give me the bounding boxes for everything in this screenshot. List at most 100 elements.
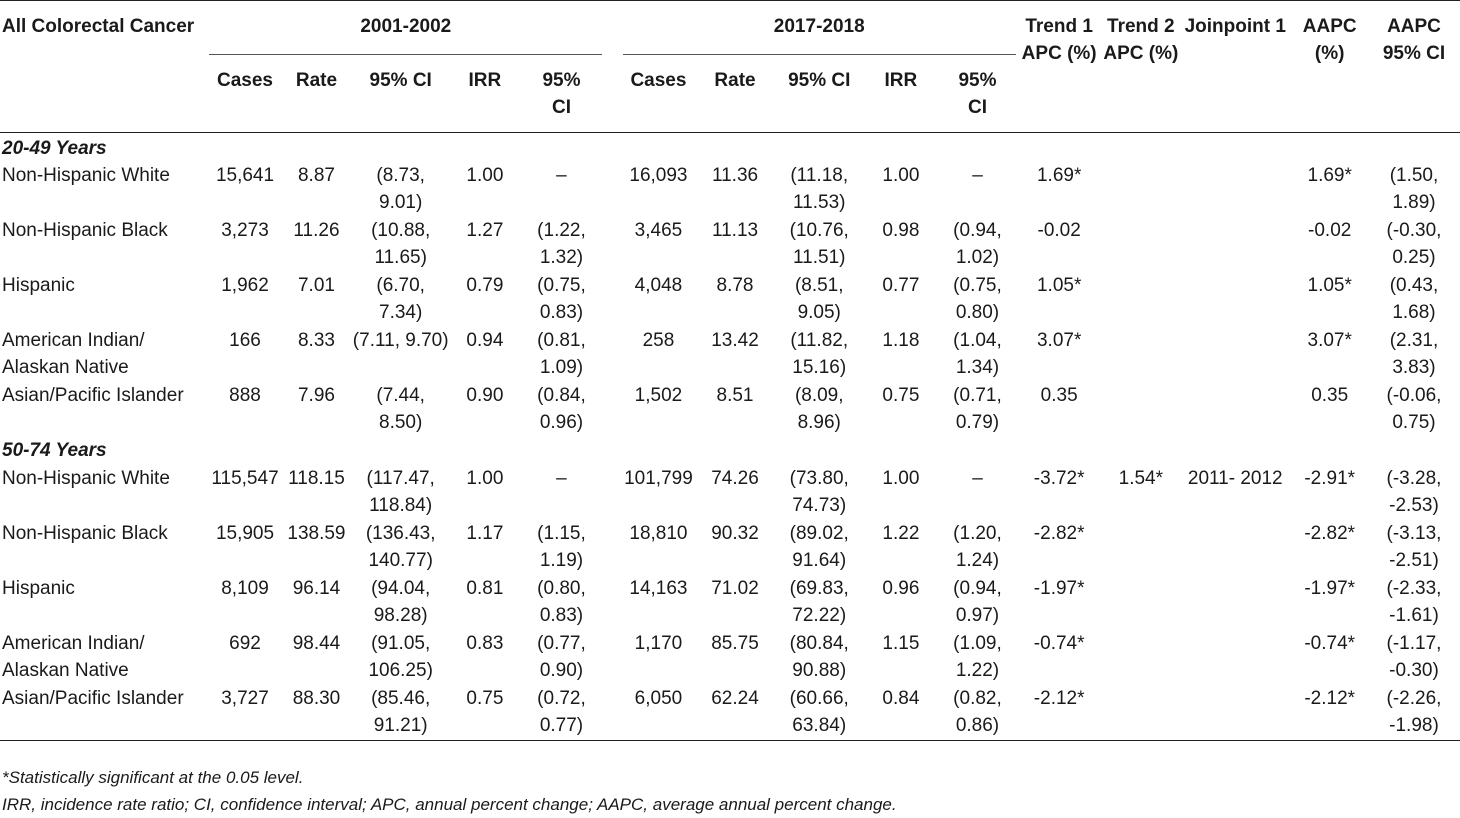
table-row: Non-Hispanic White 15,641 8.87 (8.73, 9.01)… — [0, 162, 1460, 217]
irr-ci-2001-cell: (0.77, 0.90) — [537, 633, 586, 681]
joinpoint-cell — [1179, 382, 1291, 437]
table-row: American Indian/ Alaskan Native 692 98.44 (… — [0, 630, 1460, 685]
trend2-apc-cell — [1103, 272, 1180, 327]
trend2-header: Trend 2 APC (%) — [1102, 0, 1180, 133]
spacer-cell — [602, 327, 622, 382]
p2-ci-header: 95% CI — [775, 54, 863, 133]
irr-2017-cell: 0.84 — [862, 685, 940, 741]
group-label: Hispanic — [2, 578, 75, 599]
irr-ci-2017-cell: (1.09, 1.22) — [953, 633, 1002, 681]
aapc-cell: 1.69* — [1307, 165, 1352, 186]
irr-ci-2017-cell: (0.94, 0.97) — [953, 578, 1002, 626]
rate-2001-cell: 118.15 — [288, 468, 345, 489]
rate-2001-cell: 7.01 — [297, 275, 335, 296]
trend2-apc-cell — [1102, 685, 1180, 741]
ci-2017-cell: (11.18, 11.53) — [790, 165, 849, 213]
irr-ci-2017-cell: (0.75, 0.80) — [953, 275, 1002, 323]
irr-ci-2001-cell: (1.15, 1.19) — [537, 523, 586, 571]
irr-2001-cell: 1.00 — [466, 165, 504, 186]
p1-ci-header: 95% CI — [352, 54, 450, 133]
trend2-apc-cell — [1103, 520, 1180, 575]
table-row: Non-Hispanic Black 3,273 11.26 (10.88, 11.6… — [0, 217, 1460, 272]
joinpoint-cell: 2011- 2012 — [1187, 468, 1283, 489]
irr-2001-cell: 0.81 — [466, 578, 504, 599]
spacer-cell — [602, 162, 622, 217]
irr-ci-2001-cell: – — [556, 165, 567, 186]
colorectal-cancer-table: All Colorectal Cancer 2001-2002 2017-201… — [0, 0, 1460, 741]
irr-2017-cell: 0.96 — [882, 578, 920, 599]
irr-ci-2017-cell: (1.20, 1.24) — [953, 523, 1002, 571]
ci-2001-cell: (6.70, 7.34) — [376, 275, 425, 323]
rate-2001-cell: 138.59 — [287, 523, 346, 544]
aapc-ci-cell: (-0.06, 0.75) — [1386, 385, 1442, 433]
spacer-cell — [602, 685, 623, 741]
ci-2017-cell: (73.80, 74.73) — [789, 468, 849, 516]
aapc-ci-header: AAPC 95% CI — [1367, 0, 1460, 133]
rate-2001-cell: 11.26 — [293, 220, 340, 241]
section-title: 50-74 Years — [2, 440, 107, 461]
rate-2017-cell: 8.78 — [716, 275, 754, 296]
p2-cases-header: Cases — [622, 54, 695, 133]
group-label: Non-Hispanic White — [2, 468, 170, 489]
cases-2017-cell: 3,465 — [634, 220, 683, 241]
trend2-apc-cell — [1103, 630, 1180, 685]
rate-2001-cell: 88.30 — [280, 685, 353, 741]
aapc-cell: -2.82* — [1304, 523, 1356, 544]
aapc-cell: 0.35 — [1311, 385, 1349, 406]
irr-2001-cell: 0.90 — [466, 385, 504, 406]
irr-ci-2001-cell: (0.75, 0.83) — [537, 275, 586, 323]
trend1-apc-cell: -2.82* — [1033, 523, 1085, 544]
significance-note: *Statistically significant at the 0.05 l… — [2, 768, 304, 787]
group-label: Hispanic — [2, 275, 75, 296]
cases-2001-cell: 692 — [229, 633, 261, 654]
irr-2001-cell: 1.17 — [466, 523, 504, 544]
trend2-apc-cell — [1103, 382, 1180, 437]
aapc-ci-cell: (-2.33, -1.61) — [1386, 578, 1442, 626]
cases-2017-cell: 4,048 — [634, 275, 683, 296]
spacer-cell — [602, 465, 622, 520]
group-label: Asian/Pacific Islander — [0, 685, 210, 741]
irr-2017-cell: 1.15 — [882, 633, 920, 654]
aapc-header: AAPC (%) — [1291, 0, 1368, 133]
ci-2001-cell: (85.46, 91.21) — [352, 685, 450, 741]
ci-2001-cell: (8.73, 9.01) — [376, 165, 425, 213]
irr-2001-cell: 0.75 — [449, 685, 521, 741]
aapc-ci-cell: (-3.13, -2.51) — [1386, 523, 1442, 571]
ci-2017-cell: (10.76, 11.51) — [789, 220, 849, 268]
rate-2017-cell: 8.51 — [716, 385, 754, 406]
cases-2001-cell: 166 — [229, 330, 261, 351]
irr-ci-2001-cell: (0.72, 0.77) — [520, 685, 603, 741]
aapc-ci-cell: (-3.28, -2.53) — [1386, 468, 1442, 516]
ci-2001-cell: (10.88, 11.65) — [371, 220, 431, 268]
cases-2001-cell: 1,962 — [221, 275, 269, 296]
ci-2017-cell: (8.09, 8.96) — [794, 385, 844, 433]
cases-2001-cell: 15,641 — [215, 165, 275, 186]
ci-2017-cell: (69.83, 72.22) — [789, 578, 849, 626]
cases-2017-cell: 258 — [642, 330, 675, 351]
ci-2017-cell: (11.82, 15.16) — [790, 330, 849, 378]
rate-2017-cell: 13.42 — [711, 330, 759, 351]
p2-rate-header: Rate — [694, 54, 776, 133]
cases-2001-cell: 115,547 — [211, 468, 279, 489]
spacer-cell — [602, 575, 622, 630]
rate-2001-cell: 7.96 — [297, 385, 335, 406]
ci-2017-cell: (8.51, 9.05) — [794, 275, 844, 323]
aapc-ci-cell: (0.43, 1.68) — [1389, 275, 1439, 323]
cases-2001-cell: 888 — [229, 385, 261, 406]
section-header-row: 50-74 Years — [0, 437, 1460, 465]
aapc-cell: -2.12* — [1291, 685, 1368, 741]
table-row: Non-Hispanic Black 15,905 138.59 (136.43, 1… — [0, 520, 1460, 575]
irr-ci-2017-cell: (0.82, 0.86) — [939, 685, 1016, 741]
joinpoint-cell — [1179, 327, 1291, 382]
spacer-cell — [602, 217, 622, 272]
p2-irr-ci-header: 95% CI — [939, 54, 1016, 133]
section-title: 20-49 Years — [2, 138, 107, 159]
ci-2017-cell: (80.84, 90.88) — [789, 633, 849, 681]
trend1-apc-cell: -0.02 — [1037, 220, 1081, 241]
cases-2017-cell: 16,093 — [629, 165, 688, 186]
irr-ci-2001-cell: – — [556, 468, 567, 489]
irr-ci-2017-cell: (1.04, 1.34) — [953, 330, 1002, 378]
irr-2001-cell: 1.27 — [466, 220, 504, 241]
trend2-apc-cell — [1103, 327, 1180, 382]
spacer-cell — [602, 382, 622, 437]
